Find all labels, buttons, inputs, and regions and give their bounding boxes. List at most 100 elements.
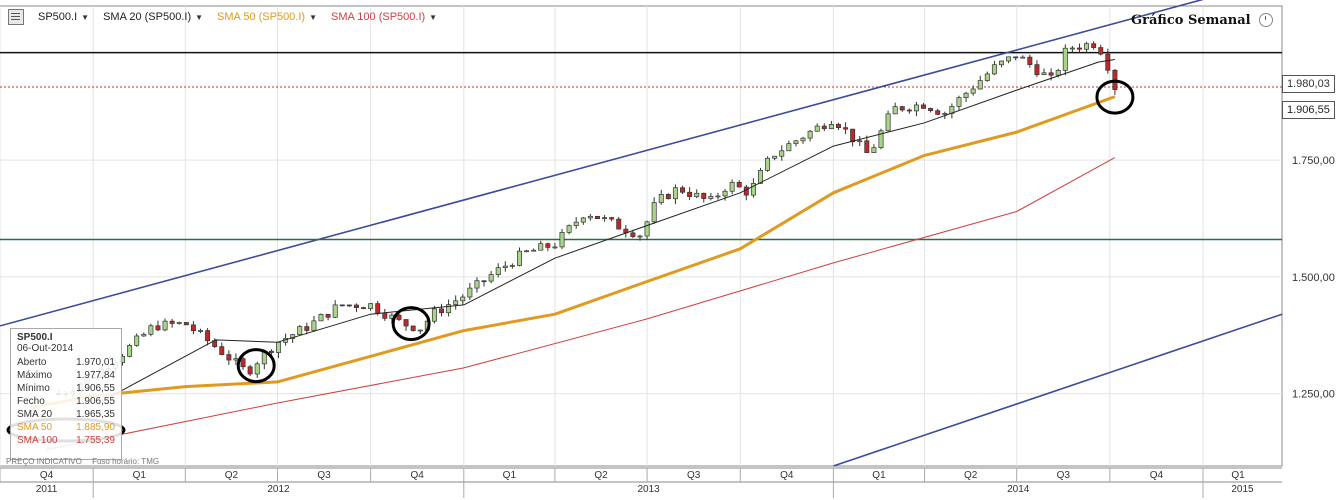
candle-up[interactable] <box>1084 43 1090 50</box>
candle-down[interactable] <box>155 325 161 331</box>
candle-down[interactable] <box>1034 64 1040 76</box>
toolbar-item-symbol[interactable]: SP500.I ▼ <box>38 11 89 23</box>
candle-up[interactable] <box>857 140 863 143</box>
candle-up[interactable] <box>552 246 558 249</box>
candle-down[interactable] <box>843 127 849 130</box>
candle-up[interactable] <box>750 183 756 196</box>
candle-down[interactable] <box>219 346 225 355</box>
candle-up[interactable] <box>233 358 239 361</box>
candle-down[interactable] <box>247 366 253 375</box>
candle-up[interactable] <box>779 150 785 157</box>
toolbar-item-sma100[interactable]: SMA 100 (SP500.I) ▼ <box>331 11 437 23</box>
candle-up[interactable] <box>956 97 962 107</box>
candle-down[interactable] <box>396 314 402 320</box>
candle-up[interactable] <box>495 267 501 275</box>
candle-up[interactable] <box>134 335 140 346</box>
candle-up[interactable] <box>488 274 494 282</box>
candle-up[interactable] <box>431 308 437 322</box>
clock-icon[interactable] <box>1259 13 1273 27</box>
candle-down[interactable] <box>304 326 310 331</box>
candle-up[interactable] <box>1069 47 1075 50</box>
candle-up[interactable] <box>999 60 1004 66</box>
candle-down[interactable] <box>1091 43 1097 48</box>
candle-up[interactable] <box>651 202 657 223</box>
candle-down[interactable] <box>325 314 331 318</box>
candle-down[interactable] <box>616 218 622 230</box>
candle-down[interactable] <box>1013 56 1019 59</box>
candle-up[interactable] <box>644 221 650 237</box>
candle-up[interactable] <box>963 92 969 98</box>
candle-up[interactable] <box>509 265 515 267</box>
candle-up[interactable] <box>658 194 664 203</box>
candle-down[interactable] <box>928 108 934 112</box>
candle-up[interactable] <box>141 333 147 337</box>
candle-up[interactable] <box>814 125 820 132</box>
candle-down[interactable] <box>205 330 211 342</box>
candle-up[interactable] <box>417 329 423 332</box>
candle-up[interactable] <box>637 235 643 238</box>
candle-up[interactable] <box>878 130 884 149</box>
candle-up[interactable] <box>1055 70 1061 76</box>
candle-down[interactable] <box>864 140 870 153</box>
candle-down[interactable] <box>339 304 345 307</box>
candle-up[interactable] <box>715 195 721 198</box>
candle-down[interactable] <box>687 191 693 197</box>
candle-up[interactable] <box>1062 47 1068 71</box>
candle-up[interactable] <box>254 363 260 375</box>
candle-up[interactable] <box>517 250 522 266</box>
candle-up[interactable] <box>758 170 763 184</box>
candle-up[interactable] <box>460 296 466 302</box>
candle-up[interactable] <box>566 225 572 233</box>
candle-down[interactable] <box>190 324 196 332</box>
candle-up[interactable] <box>913 104 919 112</box>
candle-up[interactable] <box>977 80 983 90</box>
candle-up[interactable] <box>765 157 771 171</box>
candle-down[interactable] <box>1048 72 1054 76</box>
candle-down[interactable] <box>361 307 367 310</box>
candle-down[interactable] <box>169 320 175 324</box>
candle-up[interactable] <box>368 303 374 309</box>
candle-down[interactable] <box>240 358 246 368</box>
candle-down[interactable] <box>935 110 941 115</box>
candle-up[interactable] <box>828 124 834 129</box>
candle-down[interactable] <box>906 109 912 112</box>
candle-up[interactable] <box>892 106 898 115</box>
candle-up[interactable] <box>502 265 508 268</box>
candle-down[interactable] <box>630 232 636 237</box>
candle-up[interactable] <box>531 249 537 252</box>
candle-up[interactable] <box>729 182 735 192</box>
candle-down[interactable] <box>594 215 600 219</box>
candle-up[interactable] <box>148 325 154 335</box>
candle-down[interactable] <box>736 182 742 188</box>
candle-up[interactable] <box>871 147 877 153</box>
candle-up[interactable] <box>587 215 593 219</box>
candle-down[interactable] <box>382 312 388 319</box>
candle-down[interactable] <box>410 325 416 331</box>
candle-up[interactable] <box>275 341 281 353</box>
candle-up[interactable] <box>885 113 891 132</box>
candle-up[interactable] <box>198 330 203 332</box>
candle-up[interactable] <box>573 221 579 226</box>
candle-up[interactable] <box>446 304 452 314</box>
candle-up[interactable] <box>297 326 303 336</box>
candle-up[interactable] <box>1041 72 1047 76</box>
candle-up[interactable] <box>453 300 459 305</box>
candle-down[interactable] <box>268 350 274 353</box>
candle-down[interactable] <box>609 217 615 220</box>
candle-up[interactable] <box>722 190 728 197</box>
candle-down[interactable] <box>680 187 685 193</box>
candle-down[interactable] <box>821 125 827 129</box>
candle-up[interactable] <box>1020 56 1026 59</box>
chart-menu-icon[interactable] <box>8 9 24 25</box>
candle-down[interactable] <box>481 280 487 283</box>
candle-up[interactable] <box>970 88 976 94</box>
candle-up[interactable] <box>991 64 997 75</box>
candle-down[interactable] <box>353 304 359 309</box>
candle-up[interactable] <box>467 287 473 298</box>
candle-down[interactable] <box>1098 47 1104 55</box>
candle-up[interactable] <box>318 314 324 322</box>
candle-down[interactable] <box>701 192 707 199</box>
candle-up[interactable] <box>694 192 700 197</box>
candle-up[interactable] <box>772 155 778 159</box>
candle-down[interactable] <box>183 322 189 326</box>
